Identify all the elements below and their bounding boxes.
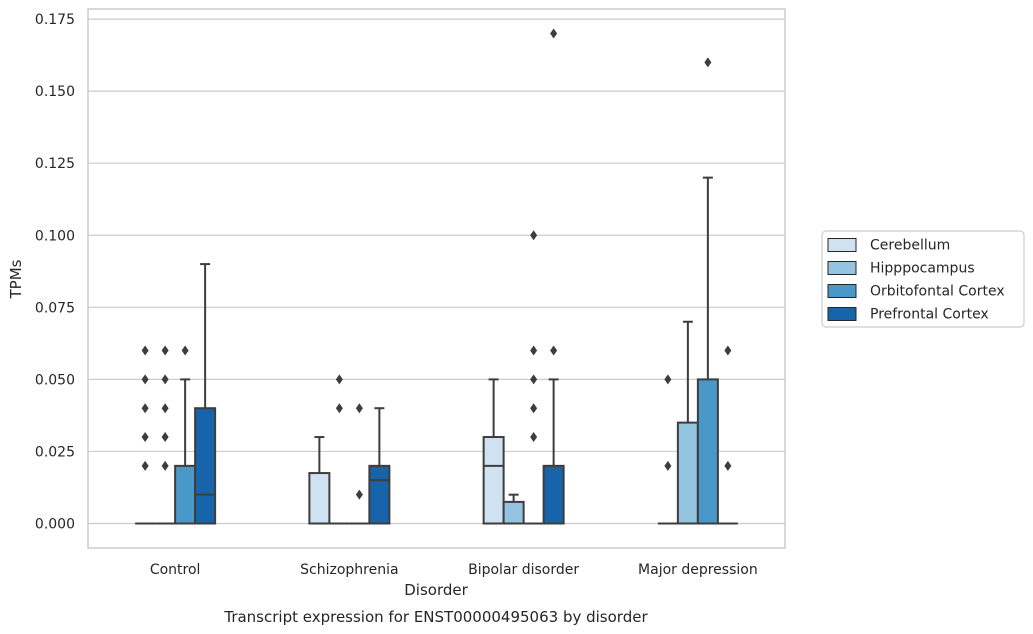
y-axis-title: TPMs (7, 259, 25, 299)
outlier-point (355, 403, 363, 414)
box-prefrontal-cortex (368, 407, 391, 525)
chart-caption: Transcript expression for ENST0000049506… (223, 608, 648, 626)
x-tick-label: Schizophrenia (300, 562, 398, 578)
box-hipppocampus (155, 345, 176, 525)
outlier-point (161, 403, 169, 414)
outlier-point (141, 374, 149, 385)
y-tick-label: 0.025 (35, 444, 75, 460)
y-tick-label: 0.050 (35, 372, 75, 388)
box-body (194, 407, 217, 525)
x-tick-label: Major depression (638, 562, 758, 578)
outlier-point (335, 403, 343, 414)
box-prefrontal-cortex (717, 345, 738, 525)
x-tick-label: Control (150, 562, 201, 578)
y-tick-label: 0.100 (35, 228, 75, 244)
plot-frame (87, 8, 786, 549)
box-body (308, 472, 331, 525)
legend-label: Cerebellum (870, 238, 950, 254)
box-hipppocampus (329, 374, 350, 525)
box-prefrontal-cortex (194, 263, 217, 525)
y-tick-label: 0.125 (35, 156, 75, 172)
outlier-point (704, 57, 712, 68)
box-prefrontal-cortex (542, 28, 565, 525)
legend-swatch (827, 307, 857, 321)
box-orbitofontal-cortex (696, 57, 719, 525)
y-axis: 0.000 0.025 0.050 0.075 0.100 0.125 0.150 0.175 (35, 12, 75, 532)
outlier-point (550, 28, 558, 39)
legend-label: Prefrontal Cortex (870, 307, 989, 323)
outlier-point (530, 403, 538, 414)
outlier-point (141, 460, 149, 471)
outlier-point (664, 374, 672, 385)
outlier-point (161, 460, 169, 471)
box-hipppocampus (676, 320, 699, 525)
outlier-point (530, 374, 538, 385)
y-tick-label: 0.000 (35, 517, 75, 533)
legend-swatch (827, 261, 857, 275)
outlier-point (724, 345, 732, 356)
box-body (696, 378, 719, 525)
outlier-point (530, 345, 538, 356)
outlier-point (161, 345, 169, 356)
box-hipppocampus (502, 493, 525, 525)
y-tick-label: 0.075 (35, 300, 75, 316)
x-axis-title: Disorder (404, 581, 468, 599)
outlier-point (355, 489, 363, 500)
box-orbitofontal-cortex (523, 230, 544, 525)
outlier-point (664, 460, 672, 471)
outlier-point (335, 374, 343, 385)
outlier-point (141, 403, 149, 414)
box-orbitofontal-cortex (349, 403, 370, 525)
box-body (174, 464, 197, 525)
outlier-point (724, 460, 732, 471)
legend-frame (821, 230, 1025, 328)
box-cerebellum (135, 345, 156, 525)
legend: Cerebellum Hipppocampus Orbitofontal Corte… (821, 230, 1025, 328)
box-body (542, 464, 565, 525)
plot-area (135, 28, 738, 525)
legend-label: Hipppocampus (870, 261, 975, 277)
outlier-point (181, 345, 189, 356)
x-tick-label: Bipolar disorder (468, 562, 579, 578)
box-body (502, 500, 525, 525)
box-body (676, 421, 699, 525)
legend-swatch (827, 284, 857, 298)
legend-label: Orbitofontal Cortex (870, 284, 1005, 300)
legend-swatch (827, 238, 857, 252)
box-orbitofontal-cortex (174, 345, 197, 525)
box-body (482, 436, 505, 525)
outlier-point (141, 345, 149, 356)
box-cerebellum (657, 374, 678, 525)
x-axis: Control Schizophrenia Bipolar disorder Majo… (150, 562, 758, 578)
box-cerebellum (308, 436, 331, 525)
outlier-point (141, 432, 149, 443)
y-tick-label: 0.175 (35, 12, 75, 28)
outlier-point (550, 345, 558, 356)
box-body (368, 464, 391, 525)
outlier-point (530, 230, 538, 241)
outlier-point (530, 432, 538, 443)
outlier-point (161, 432, 169, 443)
outlier-point (161, 374, 169, 385)
y-tick-label: 0.150 (35, 84, 75, 100)
box-cerebellum (482, 378, 505, 525)
